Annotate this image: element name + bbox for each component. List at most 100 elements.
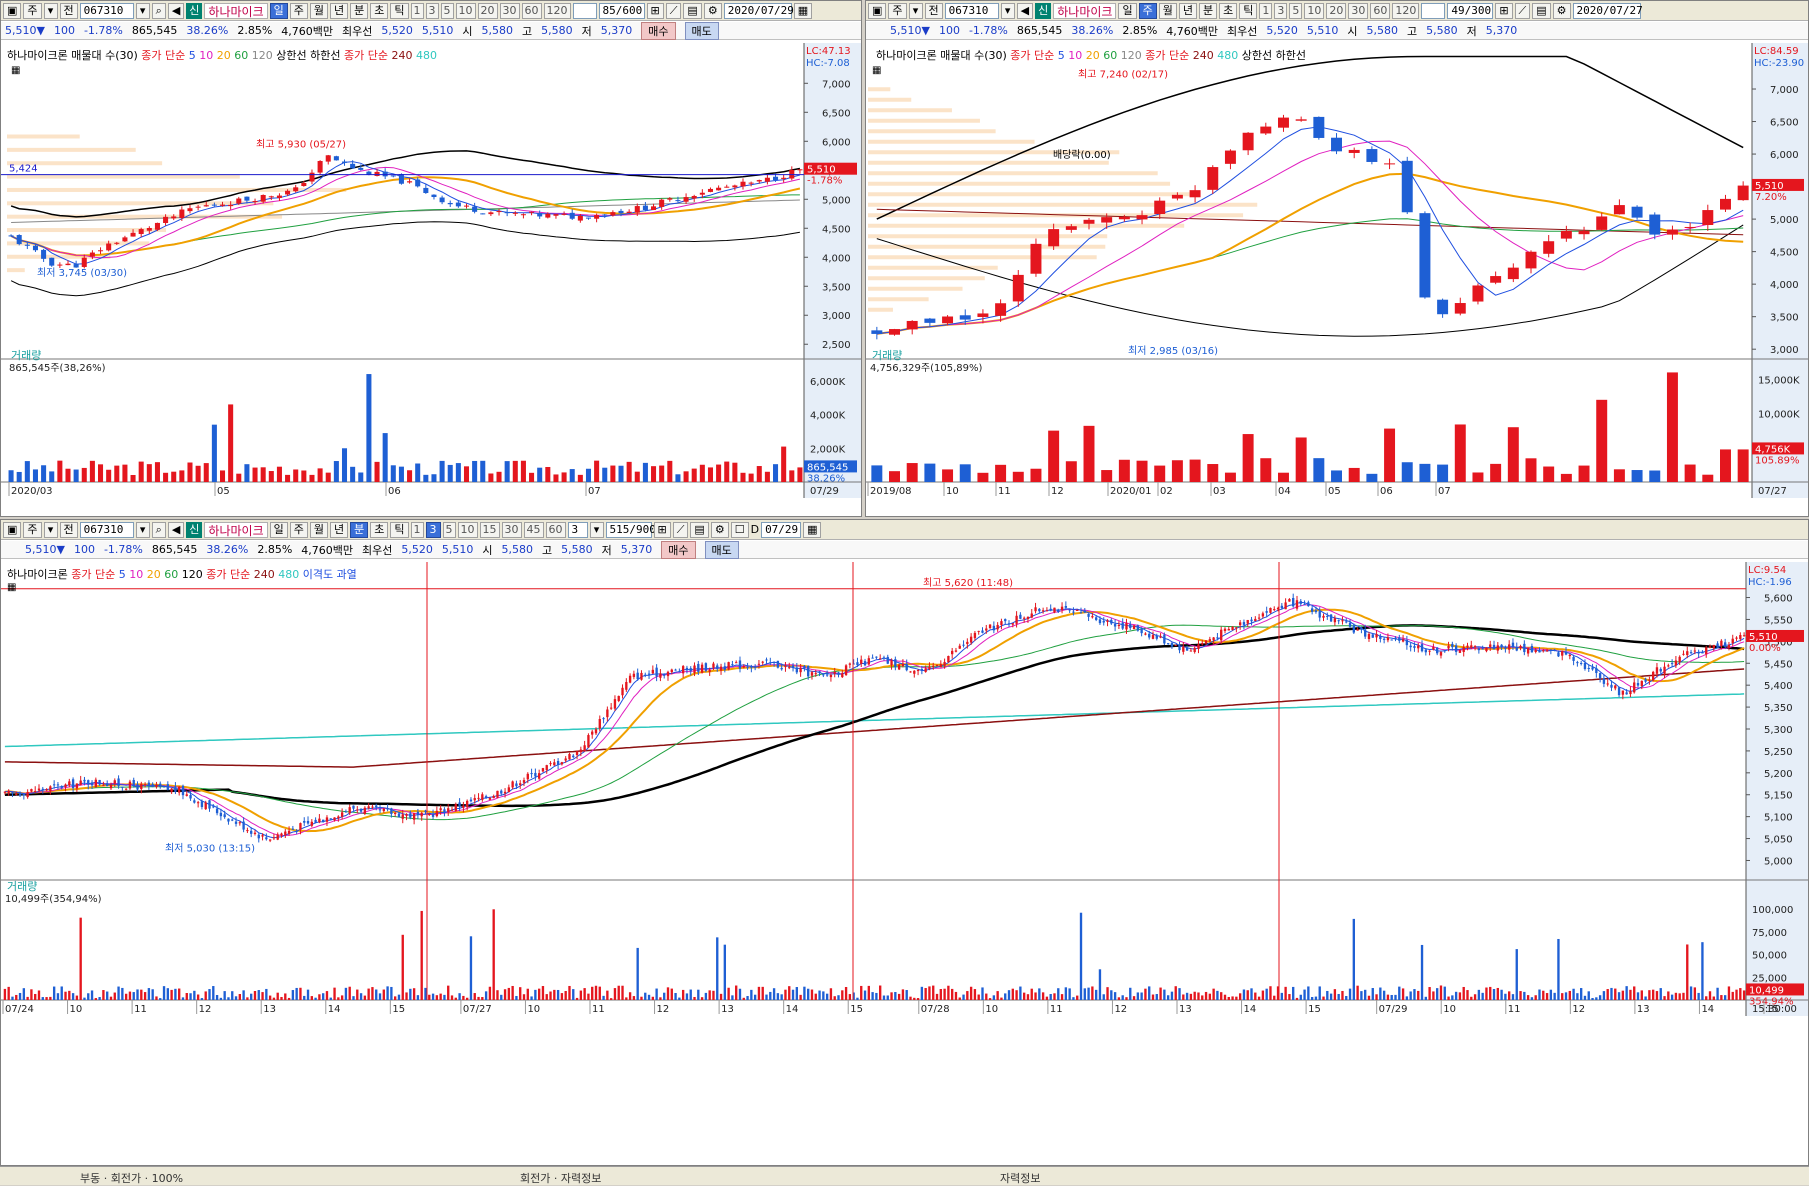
calendar-icon[interactable]: ▦: [803, 521, 822, 538]
prev-button[interactable]: 전: [59, 2, 78, 19]
period-week[interactable]: 주: [1138, 2, 1157, 19]
date-field[interactable]: 07/29: [761, 521, 802, 538]
save-icon[interactable]: ▤: [690, 521, 709, 538]
period-tick[interactable]: 틱: [390, 521, 409, 538]
num-10[interactable]: 10: [457, 521, 478, 538]
num-3[interactable]: 3: [1274, 2, 1288, 19]
period-day[interactable]: 일: [269, 521, 288, 538]
daily-chart-svg[interactable]: 7,0006,5006,0005,5005,0004,5004,0003,500…: [1, 43, 861, 517]
type-dropdown-icon[interactable]: ▾: [43, 2, 58, 19]
save-icon[interactable]: ▤: [1532, 2, 1551, 19]
speaker-icon[interactable]: ◀: [167, 521, 185, 538]
type-dropdown-icon[interactable]: ▾: [908, 2, 923, 19]
window-menu-button[interactable]: ▣: [3, 521, 22, 538]
num-60[interactable]: 60: [1370, 2, 1391, 19]
period-second[interactable]: 초: [370, 2, 389, 19]
num-3[interactable]: 3: [425, 2, 439, 19]
num-3[interactable]: 3: [425, 521, 441, 538]
num-120[interactable]: 120: [543, 2, 571, 19]
stock-code-input[interactable]: 067310: [79, 2, 134, 19]
counter-field[interactable]: 49/300: [1447, 2, 1494, 19]
status-tab-2[interactable]: 회전가 · 자력정보: [520, 1172, 602, 1185]
gear-icon[interactable]: ⚙: [1552, 2, 1571, 19]
sell-button[interactable]: 매도: [684, 21, 719, 40]
line-icon[interactable]: ⟋: [672, 521, 689, 538]
d-checkbox[interactable]: ☐: [730, 521, 749, 538]
window-menu-button[interactable]: ▣: [868, 2, 887, 19]
period-second[interactable]: 초: [1219, 2, 1238, 19]
num-60[interactable]: 60: [545, 521, 566, 538]
type-dropdown-icon[interactable]: ▾: [43, 521, 58, 538]
period-week[interactable]: 주: [289, 2, 308, 19]
period-week[interactable]: 주: [289, 521, 308, 538]
period-day[interactable]: 일: [269, 2, 288, 19]
counter-field[interactable]: 85/600: [598, 2, 645, 19]
num-30[interactable]: 30: [1348, 2, 1369, 19]
type-button[interactable]: 주: [23, 521, 42, 538]
interval-select[interactable]: 3: [567, 521, 588, 538]
custom-period-input[interactable]: [572, 2, 597, 19]
sell-button[interactable]: 매도: [704, 540, 739, 559]
num-10[interactable]: 10: [1304, 2, 1325, 19]
num-10[interactable]: 10: [455, 2, 476, 19]
period-minute[interactable]: 분: [1198, 2, 1218, 19]
buy-button[interactable]: 매수: [641, 21, 676, 40]
period-month[interactable]: 월: [1158, 2, 1177, 19]
speaker-icon[interactable]: ◀: [167, 2, 185, 19]
type-button[interactable]: 주: [888, 2, 907, 19]
num-5[interactable]: 5: [440, 2, 454, 19]
num-30[interactable]: 30: [501, 521, 522, 538]
period-minute[interactable]: 분: [350, 2, 369, 19]
num-20[interactable]: 20: [1326, 2, 1347, 19]
period-year[interactable]: 년: [330, 521, 349, 538]
prev-button[interactable]: 전: [59, 521, 78, 538]
period-tick[interactable]: 틱: [390, 2, 409, 19]
period-second[interactable]: 초: [370, 521, 389, 538]
search-icon[interactable]: ⌕: [151, 2, 166, 19]
period-month[interactable]: 월: [309, 2, 328, 19]
num-120[interactable]: 120: [1392, 2, 1420, 19]
weekly-chart-svg[interactable]: 7,0006,5006,0005,5005,0004,5004,0003,500…: [866, 43, 1808, 517]
code-dropdown-icon[interactable]: ▾: [135, 521, 150, 538]
num-15[interactable]: 15: [479, 521, 500, 538]
code-dropdown-icon[interactable]: ▾: [1000, 2, 1015, 19]
num-60[interactable]: 60: [521, 2, 542, 19]
code-dropdown-icon[interactable]: ▾: [135, 2, 150, 19]
gear-icon[interactable]: ⚙: [710, 521, 729, 538]
gear-icon[interactable]: ⚙: [703, 2, 722, 19]
chart-type-icon[interactable]: ⊞: [1495, 2, 1513, 19]
date-field[interactable]: 2020/07/27: [1572, 2, 1643, 19]
interval-dropdown-icon[interactable]: ▾: [589, 521, 604, 538]
num-1[interactable]: 1: [1259, 2, 1273, 19]
type-button[interactable]: 주: [23, 2, 42, 19]
calendar-icon[interactable]: ▦: [793, 2, 813, 19]
line-icon[interactable]: ⟋: [665, 2, 682, 19]
date-field[interactable]: 2020/07/29: [723, 2, 794, 19]
counter-field[interactable]: 515/900: [605, 521, 656, 538]
chart-type-icon[interactable]: ⊞: [646, 2, 664, 19]
prev-button[interactable]: 전: [924, 2, 943, 19]
line-icon[interactable]: ⟋: [1514, 2, 1531, 19]
speaker-icon[interactable]: ◀: [1016, 2, 1034, 19]
custom-period-input[interactable]: [1421, 2, 1446, 19]
stock-code-input[interactable]: 067310: [944, 2, 999, 19]
chart-type-icon[interactable]: ⊞: [653, 521, 671, 538]
save-icon[interactable]: ▤: [683, 2, 702, 19]
status-tab-1[interactable]: 부동 · 회전가 · 100%: [80, 1172, 184, 1185]
status-tab-3[interactable]: 자력정보: [1000, 1172, 1041, 1185]
period-minute[interactable]: 분: [350, 521, 369, 538]
num-45[interactable]: 45: [523, 521, 544, 538]
period-year[interactable]: 년: [330, 2, 349, 19]
num-30[interactable]: 30: [499, 2, 520, 19]
num-5[interactable]: 5: [1289, 2, 1303, 19]
num-5[interactable]: 5: [442, 521, 456, 538]
stock-code-input[interactable]: 067310: [79, 521, 134, 538]
period-month[interactable]: 월: [309, 521, 328, 538]
buy-button[interactable]: 매수: [661, 540, 696, 559]
minute-chart-svg[interactable]: 5,6005,5505,5005,4505,4005,3505,3005,250…: [1, 562, 1808, 1166]
period-day[interactable]: 일: [1118, 2, 1137, 19]
num-1[interactable]: 1: [410, 2, 424, 19]
search-icon[interactable]: ⌕: [151, 521, 166, 538]
num-1[interactable]: 1: [410, 521, 424, 538]
period-year[interactable]: 년: [1178, 2, 1197, 19]
